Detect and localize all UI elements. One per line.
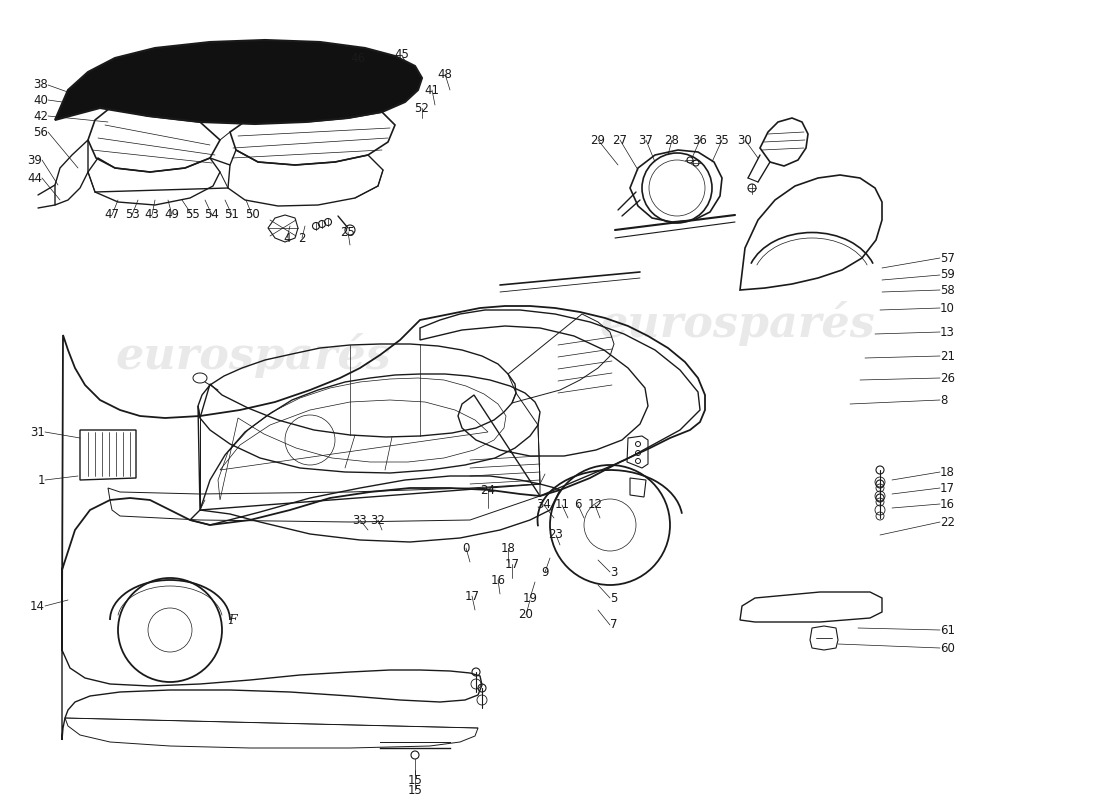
Text: 21: 21 <box>940 350 955 362</box>
Text: 50: 50 <box>244 209 260 222</box>
Text: 17: 17 <box>464 590 480 602</box>
Text: 49: 49 <box>165 209 179 222</box>
Text: 37: 37 <box>639 134 653 146</box>
Text: 14: 14 <box>30 599 45 613</box>
Text: 17: 17 <box>505 558 519 570</box>
Text: 24: 24 <box>481 483 495 497</box>
Text: 56: 56 <box>33 126 48 138</box>
Text: 10: 10 <box>940 302 955 314</box>
Text: 35: 35 <box>715 134 729 146</box>
Text: 16: 16 <box>491 574 506 586</box>
Text: 54: 54 <box>205 209 219 222</box>
Text: 29: 29 <box>591 134 605 146</box>
Text: 32: 32 <box>371 514 385 526</box>
Text: 38: 38 <box>33 78 48 91</box>
Text: F: F <box>228 614 236 626</box>
Text: 60: 60 <box>940 642 955 654</box>
Text: 23: 23 <box>549 529 563 542</box>
Text: 11: 11 <box>554 498 570 511</box>
Text: 44: 44 <box>28 171 42 185</box>
Text: 48: 48 <box>438 67 452 81</box>
Text: 43: 43 <box>144 209 159 222</box>
Text: 61: 61 <box>940 623 955 637</box>
Text: 45: 45 <box>395 49 409 62</box>
Text: 15: 15 <box>408 783 422 797</box>
Text: 39: 39 <box>28 154 42 166</box>
Text: 22: 22 <box>940 515 955 529</box>
Text: 7: 7 <box>610 618 617 631</box>
Text: 12: 12 <box>587 498 603 511</box>
Text: 15: 15 <box>408 774 422 786</box>
Text: 20: 20 <box>518 609 534 622</box>
Text: 58: 58 <box>940 283 955 297</box>
Text: 40: 40 <box>33 94 48 106</box>
Text: 1: 1 <box>37 474 45 486</box>
Text: 34: 34 <box>537 498 551 511</box>
Text: 41: 41 <box>425 83 440 97</box>
Text: 9: 9 <box>541 566 549 578</box>
Polygon shape <box>55 40 422 124</box>
Text: 5: 5 <box>610 591 617 605</box>
Text: 52: 52 <box>415 102 429 114</box>
Text: 59: 59 <box>940 269 955 282</box>
Text: 18: 18 <box>940 466 955 478</box>
Text: 47: 47 <box>104 209 120 222</box>
Text: 30: 30 <box>738 134 752 146</box>
Text: eurosparés: eurosparés <box>600 302 874 346</box>
Text: 53: 53 <box>124 209 140 222</box>
Text: 17: 17 <box>940 482 955 494</box>
Text: 57: 57 <box>940 251 955 265</box>
Text: 3: 3 <box>610 566 617 578</box>
Text: 25: 25 <box>341 226 355 238</box>
Text: 4: 4 <box>284 231 290 245</box>
Text: 18: 18 <box>500 542 516 554</box>
Text: 51: 51 <box>224 209 240 222</box>
Text: 13: 13 <box>940 326 955 338</box>
Text: 19: 19 <box>522 591 538 605</box>
Text: 6: 6 <box>574 498 582 511</box>
Text: 0: 0 <box>462 542 470 554</box>
Text: eurosparés: eurosparés <box>116 334 390 378</box>
Text: 27: 27 <box>613 134 627 146</box>
Text: 33: 33 <box>353 514 367 526</box>
Text: 16: 16 <box>940 498 955 510</box>
Text: 2: 2 <box>298 231 306 245</box>
Text: 36: 36 <box>693 134 707 146</box>
Text: 28: 28 <box>664 134 680 146</box>
Text: 46: 46 <box>351 51 365 65</box>
Text: 55: 55 <box>185 209 199 222</box>
Text: 8: 8 <box>940 394 947 406</box>
Text: 42: 42 <box>33 110 48 122</box>
Text: 26: 26 <box>940 371 955 385</box>
Text: 31: 31 <box>30 426 45 438</box>
